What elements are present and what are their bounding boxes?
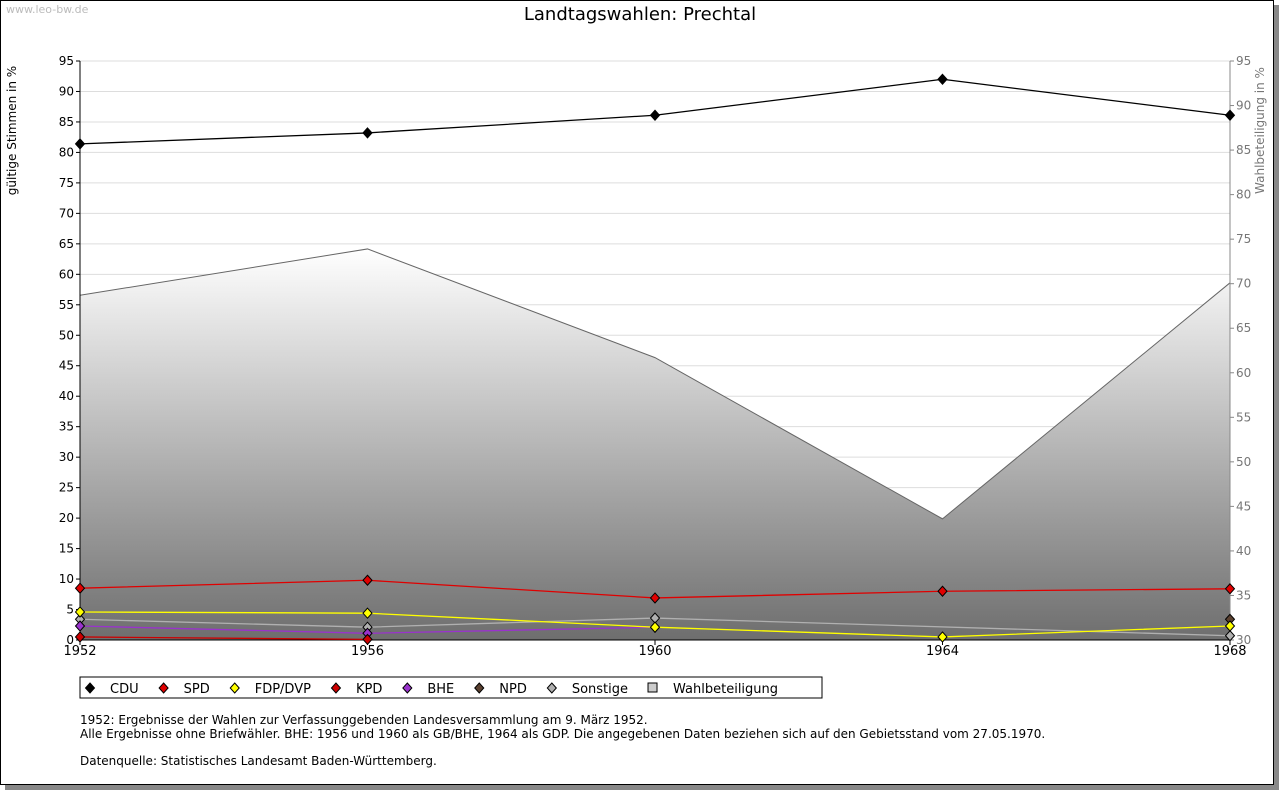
data-point-bhe: [74, 620, 86, 632]
series-line-sonstige: [79, 617, 1231, 637]
y-tick-label: 50: [59, 328, 74, 342]
x-tick-label: 1968: [1213, 644, 1246, 659]
y2-tick-label: 75: [1236, 232, 1251, 246]
y2-tick-label: 30: [1236, 633, 1251, 647]
data-point-kpd: [74, 631, 86, 643]
data-point-spd: [649, 592, 661, 604]
legend-label-kpd: KPD: [356, 682, 382, 697]
legend-label-cdu: CDU: [110, 682, 139, 697]
legend-marker: [84, 682, 96, 694]
y-tick-label: 30: [59, 450, 74, 464]
y2-tick-label: 35: [1236, 588, 1251, 602]
data-point-fdp/dvp: [74, 606, 86, 618]
x-tick-label: 1956: [351, 644, 384, 659]
data-point-cdu: [1224, 109, 1236, 121]
y2-tick-label: 50: [1236, 455, 1251, 469]
y-axis-label: gültige Stimmen in %: [5, 66, 19, 195]
data-point-spd: [1224, 583, 1236, 595]
legend-marker: [158, 682, 169, 694]
data-point-spd: [74, 582, 86, 594]
y2-axis-label: Wahlbeteiligung in %: [1253, 67, 1267, 194]
legend-label-npd: NPD: [499, 682, 527, 697]
y2-tick-label: 40: [1236, 544, 1251, 558]
y-tick-label: 25: [59, 481, 74, 495]
y-tick-label: 90: [59, 84, 74, 98]
y2-tick-label: 60: [1236, 366, 1251, 380]
x-tick-label: 1952: [63, 644, 96, 659]
y-tick-label: 55: [59, 298, 74, 312]
y-tick-label: 85: [59, 115, 74, 129]
data-point-fdp/dvp: [937, 631, 948, 643]
legend-marker: [402, 682, 413, 694]
legend-marker: [229, 682, 240, 694]
data-point-spd: [937, 585, 948, 597]
y-tick-label: 80: [59, 145, 74, 159]
chart-notes: 1952: Ergebnisse der Wahlen zur Verfassu…: [80, 713, 1045, 768]
y-tick-label: 75: [59, 176, 74, 190]
y-tick-label: 65: [59, 237, 74, 251]
data-point-spd: [362, 574, 373, 587]
legend-label-fdp/dvp: FDP/DVP: [255, 682, 311, 697]
y-tick-label: 0: [66, 633, 74, 647]
y2-tick-label: 95: [1236, 54, 1251, 68]
legend-box: [79, 676, 823, 699]
y-tick-label: 95: [59, 54, 74, 68]
y-tick-label: 60: [59, 267, 74, 281]
y-tick-label: 10: [59, 572, 74, 586]
y2-tick-label: 55: [1236, 410, 1251, 424]
y-tick-label: 15: [59, 542, 74, 556]
y-tick-label: 40: [59, 389, 74, 403]
data-point-cdu: [362, 127, 373, 139]
y2-tick-label: 70: [1236, 277, 1251, 291]
data-point-fdp/dvp: [1224, 620, 1236, 632]
watermark: www.leo-bw.de: [6, 3, 89, 16]
legend-label-wahlbeteiligung: Wahlbeteiligung: [673, 682, 778, 697]
data-point-fdp/dvp: [649, 621, 661, 633]
y2-tick-label: 65: [1236, 321, 1251, 335]
note-1: 1952: Ergebnisse der Wahlen zur Verfassu…: [80, 713, 648, 727]
source-note: Datenquelle: Statistisches Landesamt Bad…: [80, 754, 437, 768]
legend-marker: [546, 682, 558, 694]
data-point-fdp/dvp: [362, 607, 373, 619]
y-tick-label: 45: [59, 359, 74, 373]
data-point-kpd: [362, 633, 373, 646]
legend-marker: [330, 682, 342, 694]
data-point-cdu: [937, 73, 948, 86]
legend-label-spd: SPD: [184, 682, 210, 697]
x-tick-label: 1960: [638, 644, 671, 659]
data-point-cdu: [649, 109, 661, 121]
y2-tick-label: 85: [1236, 143, 1251, 157]
data-point-sonstige: [1224, 629, 1236, 642]
chart-title: Landtagswahlen: Prechtal: [524, 4, 756, 25]
y-tick-label: 70: [59, 206, 74, 220]
y-tick-label: 35: [59, 420, 74, 434]
turnout-line: [79, 248, 1231, 520]
x-tick-label: 1964: [926, 644, 959, 659]
y2-tick-label: 45: [1236, 499, 1251, 513]
y-tick-label: 20: [59, 511, 74, 525]
legend-label-bhe: BHE: [427, 682, 454, 697]
series-line-kpd: [79, 636, 368, 641]
y2-tick-label: 80: [1236, 188, 1251, 202]
y2-tick-label: 90: [1236, 99, 1251, 113]
legend-marker: [647, 682, 658, 693]
y-tick-label: 5: [66, 603, 74, 617]
note-2: Alle Ergebnisse ohne Briefwähler. BHE: 1…: [80, 727, 1046, 741]
legend-marker: [474, 682, 485, 694]
data-point-cdu: [74, 138, 86, 150]
turnout-area: [80, 248, 1230, 640]
legend-label-sonstige: Sonstige: [572, 682, 628, 697]
